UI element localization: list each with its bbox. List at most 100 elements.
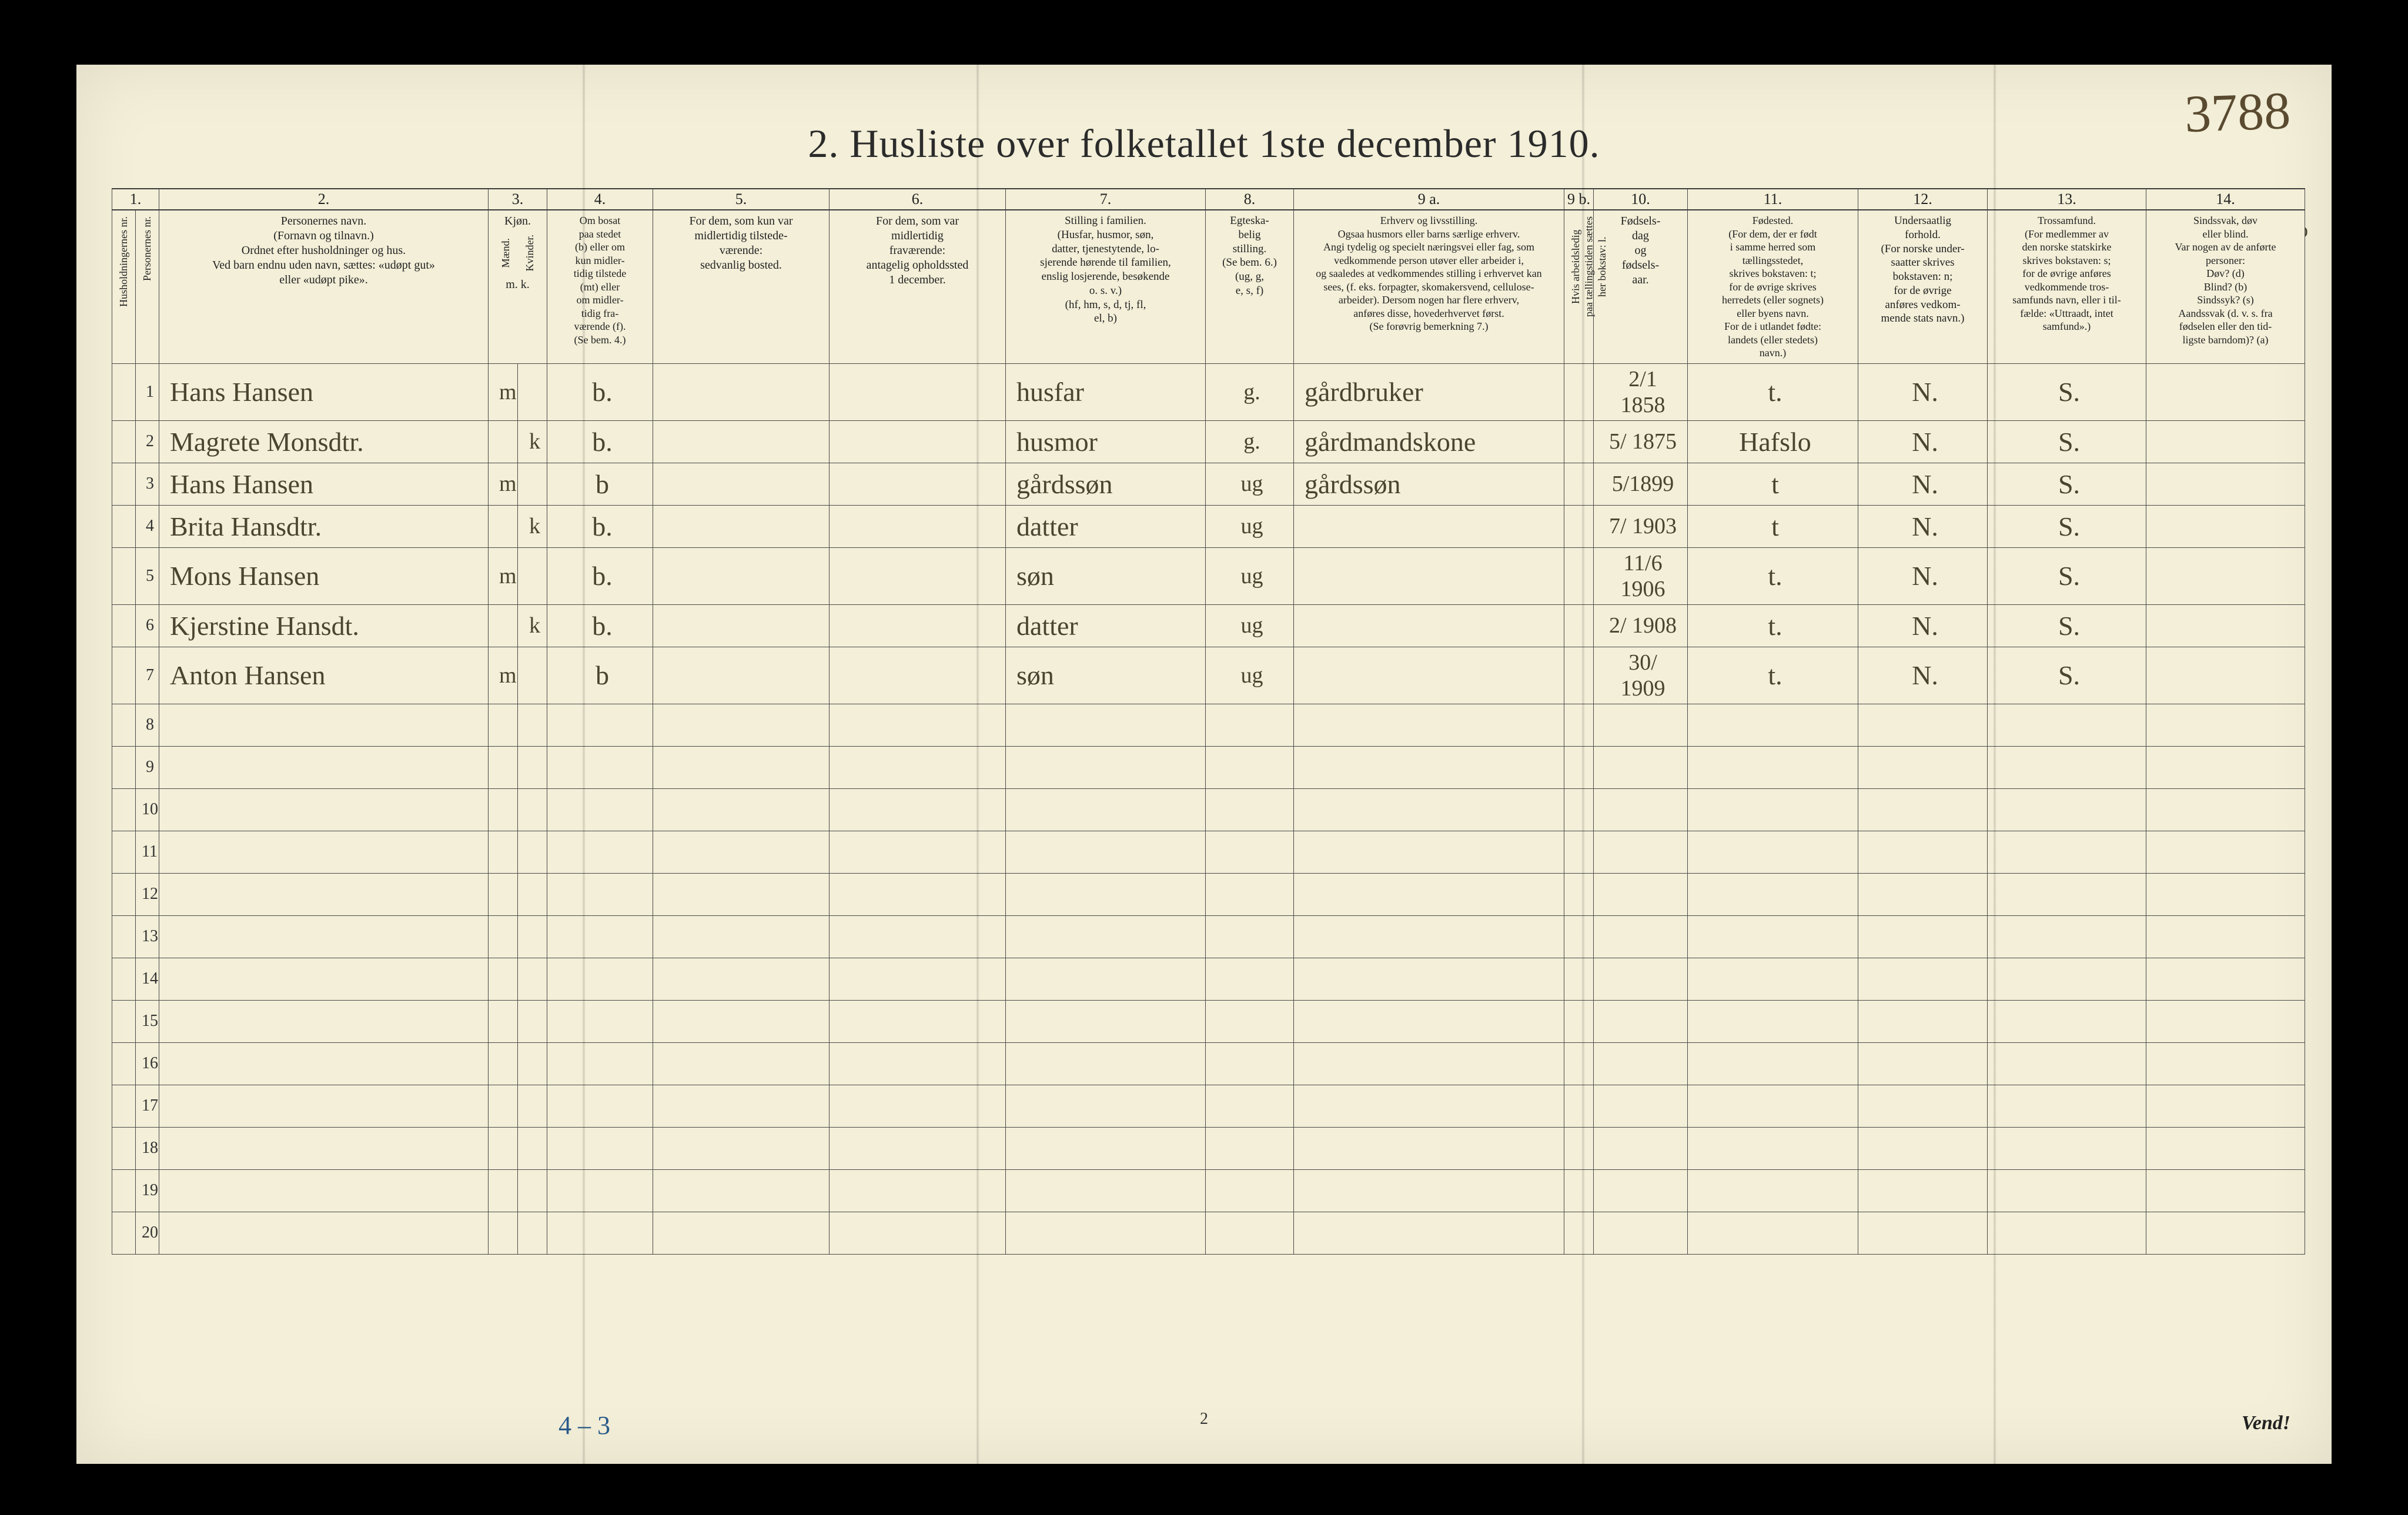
- empty-cell: [547, 873, 653, 915]
- religion-cell: S.: [1988, 363, 2146, 420]
- colnum-4: 4.: [547, 189, 653, 210]
- name-cell: Brita Hansdtr.: [159, 505, 489, 547]
- empty-cell: [547, 831, 653, 873]
- nationality-cell: N.: [1858, 505, 1988, 547]
- empty-cell: [547, 958, 653, 1000]
- residence-cell: b.: [547, 505, 653, 547]
- empty-cell: [489, 1127, 518, 1169]
- empty-cell: [1006, 704, 1206, 746]
- table-row: 1Hans Hansenmb.husfarg.gårdbruker2/1 185…: [112, 363, 2305, 420]
- empty-cell: [1594, 704, 1688, 746]
- header-person-nr-text: Personernes nr.: [141, 214, 154, 283]
- unemployed-cell: [1564, 363, 1594, 420]
- residence-cell: b: [547, 647, 653, 704]
- birthdate-cell: 7/ 1903: [1594, 505, 1688, 547]
- person-nr-cell: 17: [136, 1085, 159, 1127]
- empty-cell: [1988, 1127, 2146, 1169]
- table-row-empty: 11: [112, 831, 2305, 873]
- family-pos-cell: søn: [1006, 547, 1206, 604]
- empty-cell: [2146, 788, 2305, 831]
- empty-cell: [1564, 1085, 1594, 1127]
- empty-cell: [159, 1000, 489, 1042]
- empty-cell: [1988, 873, 2146, 915]
- empty-cell: [1294, 1085, 1564, 1127]
- empty-cell: [1564, 958, 1594, 1000]
- unemployed-cell: [1564, 604, 1594, 647]
- empty-cell: [1006, 1042, 1206, 1085]
- person-nr-cell: 19: [136, 1169, 159, 1212]
- table-row-empty: 12: [112, 873, 2305, 915]
- sex-k-cell: k: [518, 420, 547, 463]
- religion-cell: S.: [1988, 604, 2146, 647]
- empty-cell: [1594, 1085, 1688, 1127]
- empty-cell: [1688, 1042, 1858, 1085]
- empty-cell: [1988, 958, 2146, 1000]
- empty-cell: [1006, 1000, 1206, 1042]
- person-nr-cell: 7: [136, 647, 159, 704]
- empty-cell: [1594, 1042, 1688, 1085]
- empty-cell: [1006, 915, 1206, 958]
- empty-cell: [1688, 1212, 1858, 1254]
- empty-cell: [1688, 788, 1858, 831]
- empty-cell: [1294, 704, 1564, 746]
- empty-cell: [1206, 746, 1294, 788]
- table-header: 1. 2. 3. 4. 5. 6. 7. 8. 9 a. 9 b. 10. 11…: [112, 189, 2305, 363]
- empty-cell: [653, 1169, 830, 1212]
- birthdate-cell: 2/ 1908: [1594, 604, 1688, 647]
- residence-cell: b.: [547, 363, 653, 420]
- household-nr-cell: [112, 1042, 136, 1085]
- header-husholdning-nr: Husholdningernes nr.: [112, 210, 136, 363]
- empty-cell: [1858, 873, 1988, 915]
- empty-cell: [653, 1085, 830, 1127]
- sex-m-cell: m: [489, 547, 518, 604]
- empty-cell: [1858, 1127, 1988, 1169]
- birthplace-cell: t: [1688, 505, 1858, 547]
- empty-cell: [1594, 958, 1688, 1000]
- empty-cell: [159, 746, 489, 788]
- empty-cell: [489, 1085, 518, 1127]
- header-family-pos: Stilling i familien. (Husfar, husmor, sø…: [1006, 210, 1206, 363]
- birthplace-cell: t.: [1688, 647, 1858, 704]
- empty-cell: [1294, 831, 1564, 873]
- empty-cell: [1858, 1000, 1988, 1042]
- empty-cell: [1594, 1127, 1688, 1169]
- sex-k-cell: [518, 647, 547, 704]
- empty-cell: [1564, 746, 1594, 788]
- empty-cell: [1294, 788, 1564, 831]
- empty-cell: [1988, 1042, 2146, 1085]
- fold-shadow: [582, 65, 586, 1464]
- empty-cell: [2146, 915, 2305, 958]
- empty-cell: [2146, 958, 2305, 1000]
- empty-cell: [159, 1169, 489, 1212]
- empty-cell: [1988, 1000, 2146, 1042]
- empty-cell: [1688, 1000, 1858, 1042]
- empty-cell: [518, 788, 547, 831]
- empty-cell: [1688, 958, 1858, 1000]
- person-nr-cell: 11: [136, 831, 159, 873]
- empty-cell: [518, 1169, 547, 1212]
- empty-cell: [1206, 958, 1294, 1000]
- religion-cell: S.: [1988, 420, 2146, 463]
- empty-cell: [1006, 1169, 1206, 1212]
- religion-cell: S.: [1988, 505, 2146, 547]
- table-row-empty: 9: [112, 746, 2305, 788]
- unemployed-cell: [1564, 547, 1594, 604]
- empty-cell: [1988, 704, 2146, 746]
- religion-cell: S.: [1988, 547, 2146, 604]
- household-nr-cell: [112, 1169, 136, 1212]
- marital-cell: ug: [1206, 505, 1294, 547]
- empty-cell: [489, 873, 518, 915]
- header-residence: Om bosat paa stedet (b) eller om kun mid…: [547, 210, 653, 363]
- birthplace-cell: Hafslo: [1688, 420, 1858, 463]
- household-nr-cell: [112, 647, 136, 704]
- empty-cell: [489, 1212, 518, 1254]
- empty-cell: [159, 1212, 489, 1254]
- marital-cell: ug: [1206, 604, 1294, 647]
- empty-cell: [159, 1042, 489, 1085]
- empty-cell: [489, 915, 518, 958]
- colnum-10: 10.: [1594, 189, 1688, 210]
- empty-cell: [518, 746, 547, 788]
- empty-cell: [159, 873, 489, 915]
- unemployed-cell: [1564, 463, 1594, 505]
- name-cell: Kjerstine Hansdt.: [159, 604, 489, 647]
